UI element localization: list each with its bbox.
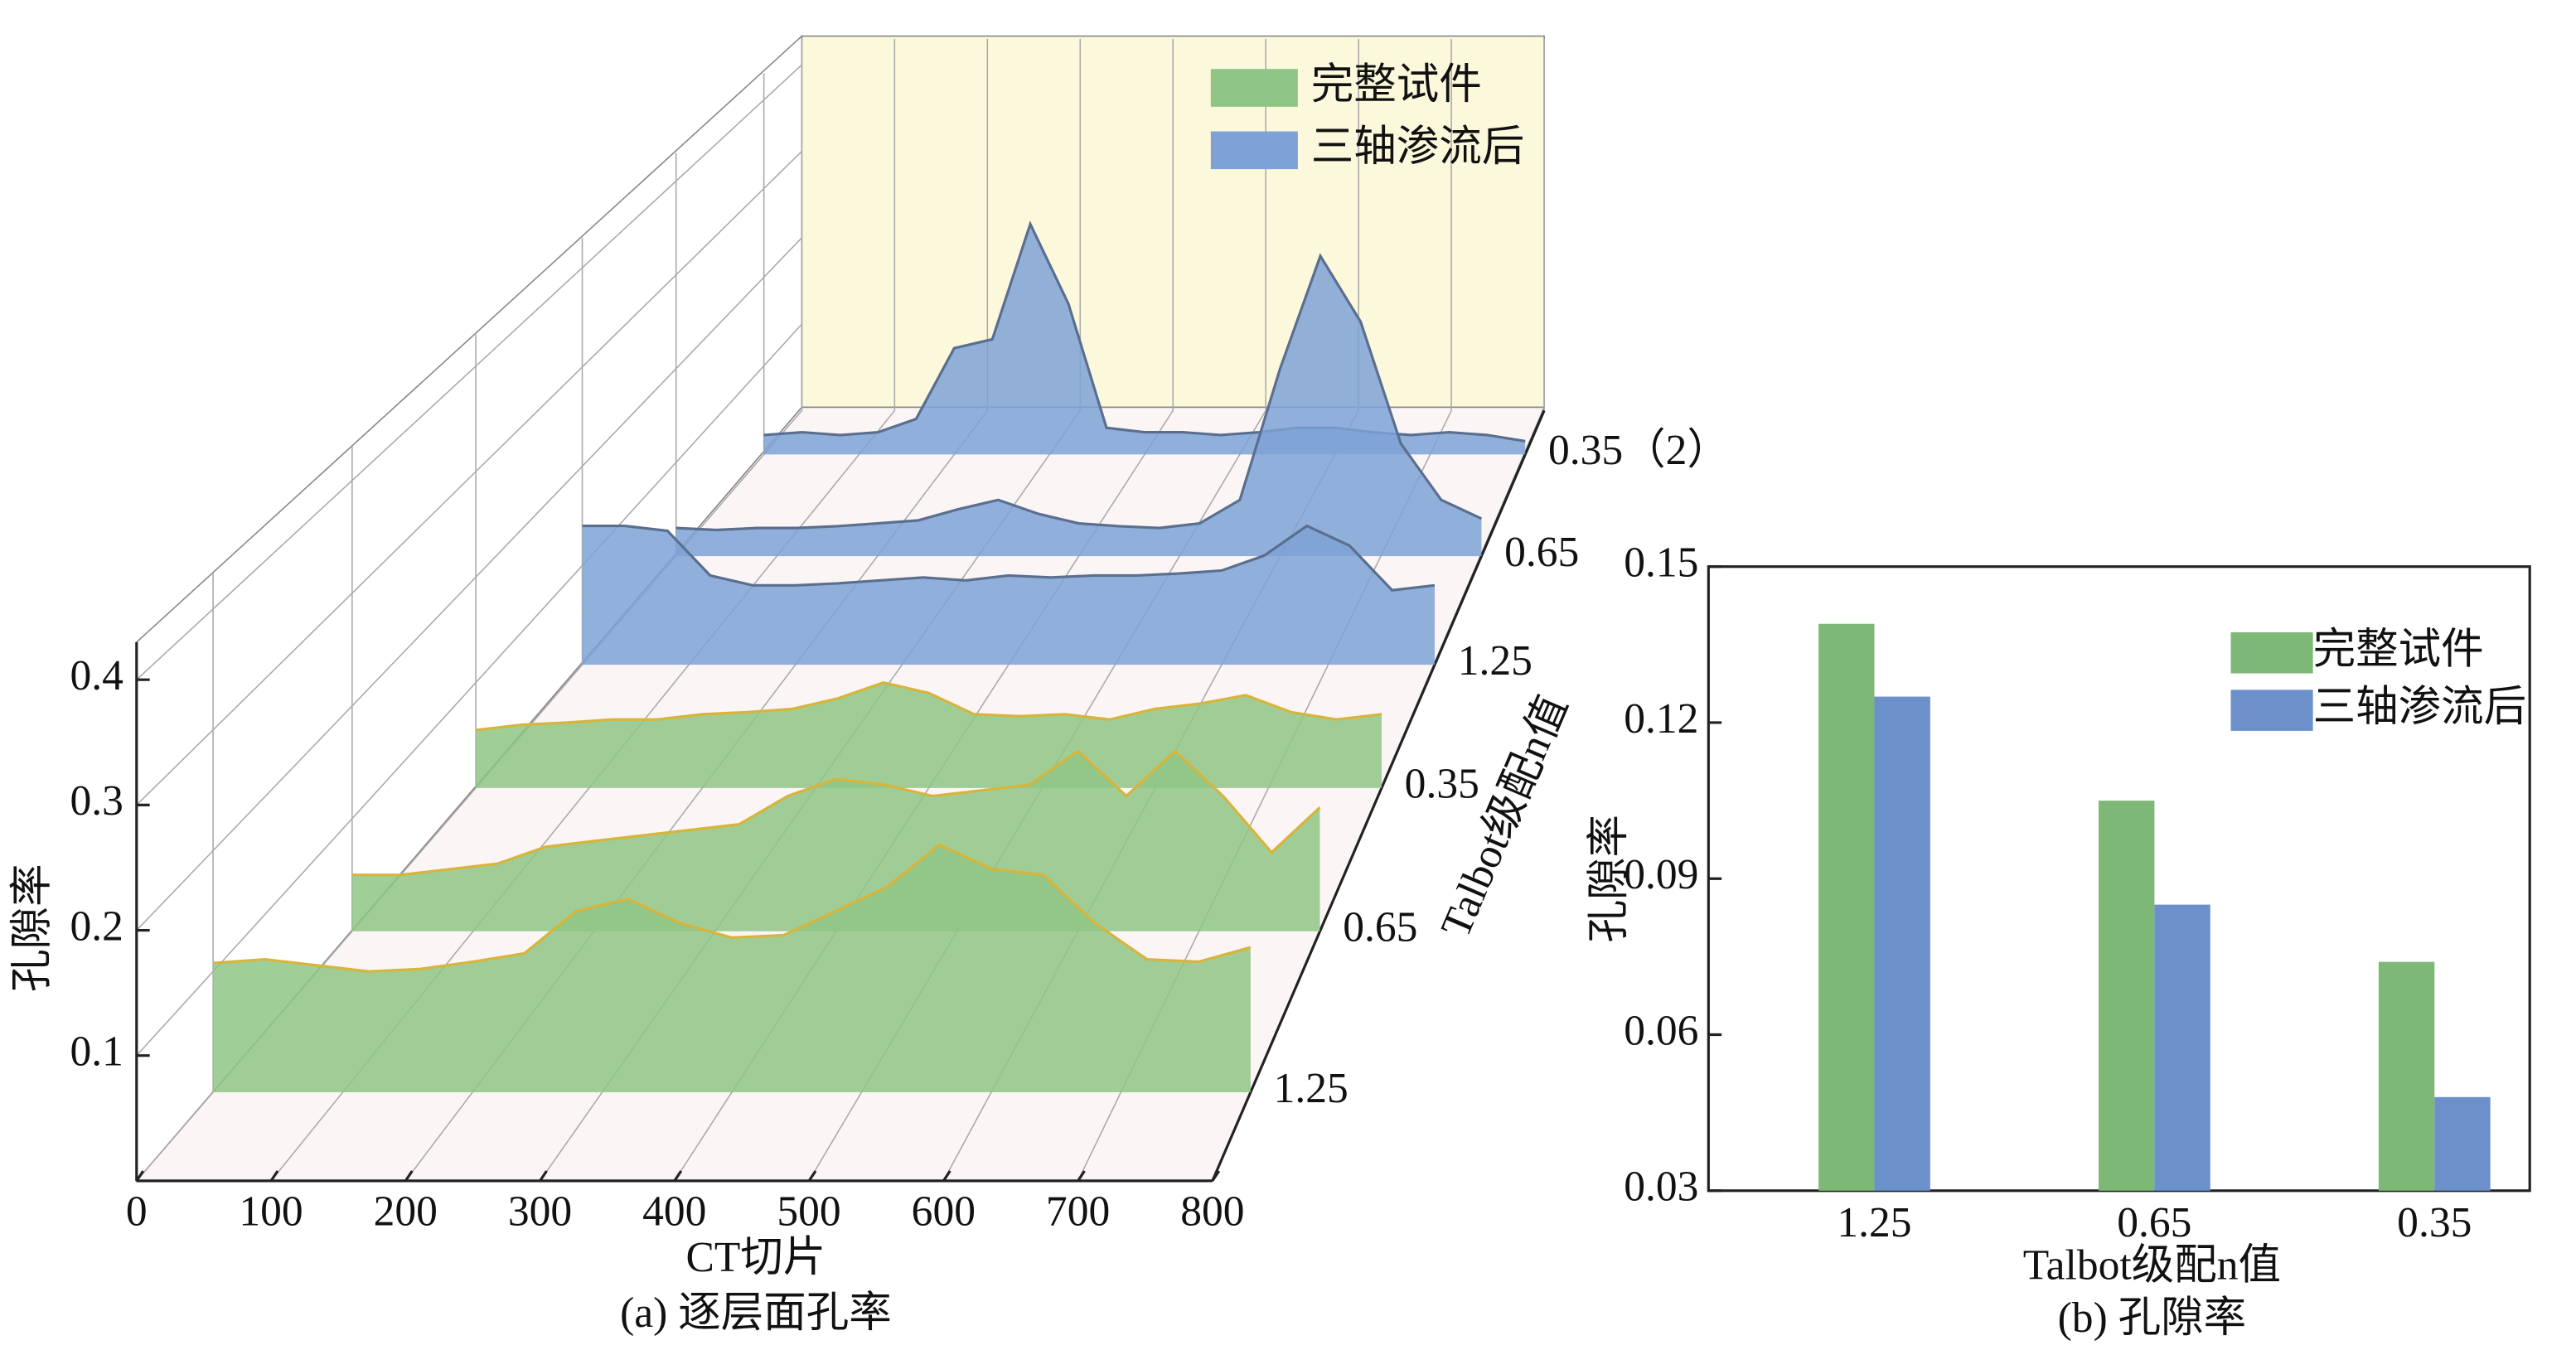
x-tick-label: 100: [239, 1188, 303, 1235]
bar: [2378, 961, 2435, 1191]
legend-label: 三轴渗流后: [2313, 684, 2527, 731]
y-axis-label: 孔隙率: [9, 864, 56, 992]
bar: [2098, 801, 2155, 1191]
legend-swatch: [2230, 690, 2313, 731]
y-tick-label: 0.1: [70, 1028, 123, 1076]
legend-swatch: [1210, 69, 1298, 107]
caption: (b) 孔隙率: [2058, 1294, 2246, 1342]
slice-area: [351, 751, 1320, 931]
x-tick-label: 1.25: [1837, 1199, 1911, 1246]
legend-label: 完整试件: [2313, 627, 2484, 674]
slice-line: [213, 843, 1252, 973]
x-axis-label: Talbot级配n值: [2023, 1242, 2281, 1290]
z-tick-label: 0.35（2）: [1548, 427, 1730, 474]
z-axis-label: Talbot级配n值: [1432, 689, 1577, 944]
slice-area: [763, 224, 1526, 455]
y-tick-label: 0.12: [1624, 695, 1698, 743]
x-tick-label: 500: [777, 1188, 840, 1235]
wall-grid-line: [136, 150, 802, 806]
x-tick-label: 300: [508, 1188, 572, 1235]
z-axis: [1211, 409, 1546, 1182]
x-tick-label: 0: [126, 1188, 148, 1235]
slice-line: [582, 524, 1436, 592]
slice-line: [351, 749, 1321, 877]
x-tick: [404, 1170, 414, 1182]
z-tick-label: 0.65: [1343, 904, 1417, 951]
x-tick: [269, 1170, 279, 1182]
wall-grid-line: [136, 237, 802, 931]
z-tick-label: 1.25: [1274, 1065, 1349, 1112]
x-tick: [539, 1170, 548, 1182]
legend-label: 完整试件: [1311, 61, 1482, 109]
slice-area: [582, 525, 1435, 665]
y-tick-label: 0.15: [1624, 540, 1698, 587]
x-tick: [807, 1170, 817, 1182]
y-tick-label: 0.4: [70, 652, 123, 699]
z-tick-label: 0.65: [1504, 529, 1579, 576]
legend-swatch: [1210, 131, 1298, 170]
caption: (a) 逐层面孔率: [620, 1290, 892, 1337]
x-tick-label: 200: [374, 1188, 438, 1235]
x-tick-label: 600: [912, 1188, 976, 1235]
y-axis-label: 孔隙率: [1586, 815, 1633, 943]
bar: [1874, 696, 1930, 1191]
legend-label: 三轴渗流后: [1311, 123, 1525, 171]
y-tick-label: 0.03: [1624, 1164, 1698, 1211]
wall-grid-line: [136, 323, 802, 1057]
x-tick-label: 0.65: [2117, 1199, 2191, 1246]
x-tick-label: 400: [642, 1188, 706, 1235]
slice-line: [675, 253, 1483, 532]
y-tick-label: 0.2: [70, 902, 123, 950]
slice-line: [476, 680, 1382, 732]
x-tick-label: 700: [1046, 1188, 1110, 1235]
slice-area: [213, 844, 1251, 1092]
y-tick-label: 0.09: [1624, 851, 1698, 898]
y-tick-label: 0.3: [70, 777, 123, 825]
y-tick-label: 0.06: [1624, 1007, 1698, 1054]
x-tick-label: 800: [1180, 1188, 1244, 1235]
bar: [2434, 1096, 2491, 1191]
slice-area: [675, 255, 1482, 557]
wall-grid-line: [136, 64, 802, 680]
x-tick-label: 0.35: [2397, 1199, 2472, 1246]
x-tick: [1077, 1170, 1086, 1182]
z-tick-label: 0.35: [1405, 761, 1479, 808]
x-tick: [942, 1170, 951, 1182]
x-axis-label: CT切片: [685, 1234, 826, 1281]
bar: [2154, 904, 2210, 1191]
legend-swatch: [2230, 631, 2313, 674]
z-tick-label: 1.25: [1458, 637, 1533, 685]
x-tick: [673, 1170, 683, 1182]
bar: [1818, 623, 1875, 1191]
